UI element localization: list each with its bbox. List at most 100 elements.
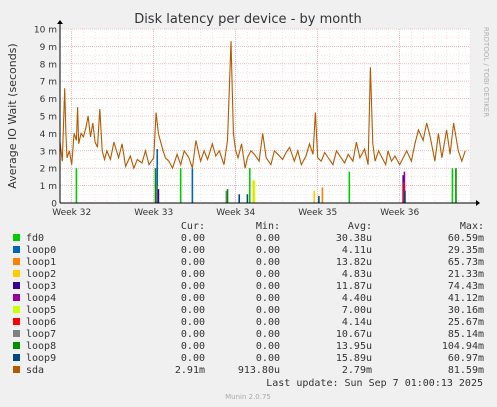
legend-value-min: 0.00 (256, 341, 280, 352)
legend-value-max: 60.59m (448, 233, 484, 244)
legend-value-cur: 0.00 (181, 269, 205, 280)
y-tick-label: 6 m (40, 95, 57, 105)
legend-value-avg: 7.00u (342, 305, 372, 316)
legend-value-avg: 4.83u (342, 269, 372, 280)
legend-value-max: 29.35m (448, 245, 484, 256)
legend-label-loop4: loop4 (26, 293, 56, 304)
legend-value-cur: 0.00 (181, 245, 205, 256)
legend-value-cur: 0.00 (181, 305, 205, 316)
y-axis-label: Average IO Wait (seconds) (6, 43, 19, 188)
legend-swatch-loop5 (13, 306, 20, 313)
legend-label-loop9: loop9 (26, 353, 56, 364)
legend-value-min: 0.00 (256, 305, 280, 316)
legend-label-loop1: loop1 (26, 257, 56, 268)
axes (57, 20, 480, 206)
legend-value-avg: 30.38u (336, 233, 372, 244)
grid (59, 28, 471, 203)
legend-label-loop8: loop8 (26, 341, 56, 352)
legend-value-avg: 4.11u (342, 245, 372, 256)
legend-value-cur: 0.00 (181, 233, 205, 244)
legend-value-min: 913.80u (238, 365, 280, 376)
legend-label-loop7: loop7 (26, 329, 56, 340)
legend-value-max: 25.67m (448, 317, 484, 328)
legend-value-cur: 0.00 (181, 353, 205, 364)
legend-value-min: 0.00 (256, 293, 280, 304)
x-tick-label: Week 32 (52, 208, 91, 218)
legend-value-avg: 13.95u (336, 341, 372, 352)
legend-label-loop2: loop2 (26, 269, 56, 280)
legend-label-sda: sda (26, 365, 44, 376)
legend-value-max: 85.14m (448, 329, 484, 340)
legend-value-avg: 13.82u (336, 257, 372, 268)
legend-value-max: 60.97m (448, 353, 484, 364)
legend-value-min: 0.00 (256, 245, 280, 256)
y-tick-label: 10 m (34, 26, 57, 36)
y-tick-label: 0 (51, 200, 57, 210)
legend-value-min: 0.00 (256, 233, 280, 244)
legend-value-avg: 10.67u (336, 329, 372, 340)
legend-value-max: 65.73m (448, 257, 484, 268)
legend-value-min: 0.00 (256, 269, 280, 280)
legend-value-max: 30.16m (448, 305, 484, 316)
legend-column-header: Avg: (348, 221, 372, 232)
legend-value-cur: 0.00 (181, 329, 205, 340)
legend-swatch-fd0 (13, 234, 20, 241)
legend-swatch-sda (13, 366, 20, 373)
legend-value-min: 0.00 (256, 329, 280, 340)
legend-value-cur: 0.00 (181, 257, 205, 268)
munin-version: Munin 2.0.75 (225, 393, 271, 401)
x-tick-label: Week 34 (216, 208, 255, 218)
y-tick-label: 9 m (40, 43, 57, 53)
legend-swatch-loop8 (13, 342, 20, 349)
legend-value-min: 0.00 (256, 317, 280, 328)
legend-column-header: Min: (256, 221, 280, 232)
y-tick-label: 1 m (40, 182, 57, 192)
legend-value-cur: 2.91m (175, 365, 205, 376)
legend-swatch-loop9 (13, 354, 20, 361)
legend-value-max: 41.12m (448, 293, 484, 304)
legend-value-cur: 0.00 (181, 281, 205, 292)
legend-label-loop5: loop5 (26, 305, 56, 316)
x-tick-label: Week 33 (134, 208, 173, 218)
legend-value-cur: 0.00 (181, 317, 205, 328)
legend-swatch-loop2 (13, 270, 20, 277)
legend-value-max: 21.33m (448, 269, 484, 280)
y-tick-label: 8 m (40, 60, 57, 70)
last-update-text: Last update: Sun Sep 7 01:00:13 2025 (266, 378, 483, 389)
legend-value-avg: 4.14u (342, 317, 372, 328)
legend-label-loop3: loop3 (26, 281, 56, 292)
y-tick-label: 4 m (40, 130, 57, 140)
legend-value-avg: 15.89u (336, 353, 372, 364)
legend-swatch-loop4 (13, 294, 20, 301)
chart-title: Disk latency per device - by month (134, 12, 362, 27)
legend-column-header: Max: (460, 221, 484, 232)
legend-swatch-loop6 (13, 318, 20, 325)
y-tick-label: 2 m (40, 165, 57, 175)
rrdtool-watermark: RRDTOOL / TOBI OETIKER (482, 27, 490, 117)
legend-value-cur: 0.00 (181, 341, 205, 352)
legend-value-avg: 2.79m (342, 365, 372, 376)
legend-label-loop6: loop6 (26, 317, 56, 328)
legend-swatch-loop1 (13, 258, 20, 265)
legend-value-cur: 0.00 (181, 293, 205, 304)
legend-label-fd0: fd0 (26, 233, 44, 244)
legend-value-min: 0.00 (256, 281, 280, 292)
legend: Cur: Min: Avg: Max:fd0 0.00 0.00 30.38u 60.59ml… (13, 221, 484, 376)
y-tick-label: 7 m (40, 78, 57, 88)
series-line-sda (59, 41, 466, 170)
x-axis-arrow (476, 200, 480, 206)
legend-swatch-loop7 (13, 330, 20, 337)
y-axis-arrow (57, 20, 63, 24)
y-tick-label: 5 m (40, 113, 57, 123)
legend-value-max: 74.43m (448, 281, 484, 292)
x-tick-label: Week 35 (298, 208, 337, 218)
series-layer (59, 41, 466, 203)
x-tick-label: Week 36 (380, 208, 419, 218)
legend-value-min: 0.00 (256, 353, 280, 364)
tick-labels: 0 1 m 2 m 3 m 4 m 5 m 6 m 7 m 8 m 9 m 10 m Week 32 W… (34, 26, 420, 219)
legend-value-max: 81.59m (448, 365, 484, 376)
y-tick-label: 3 m (40, 147, 57, 157)
legend-value-min: 0.00 (256, 257, 280, 268)
legend-value-max: 104.94m (442, 341, 484, 352)
